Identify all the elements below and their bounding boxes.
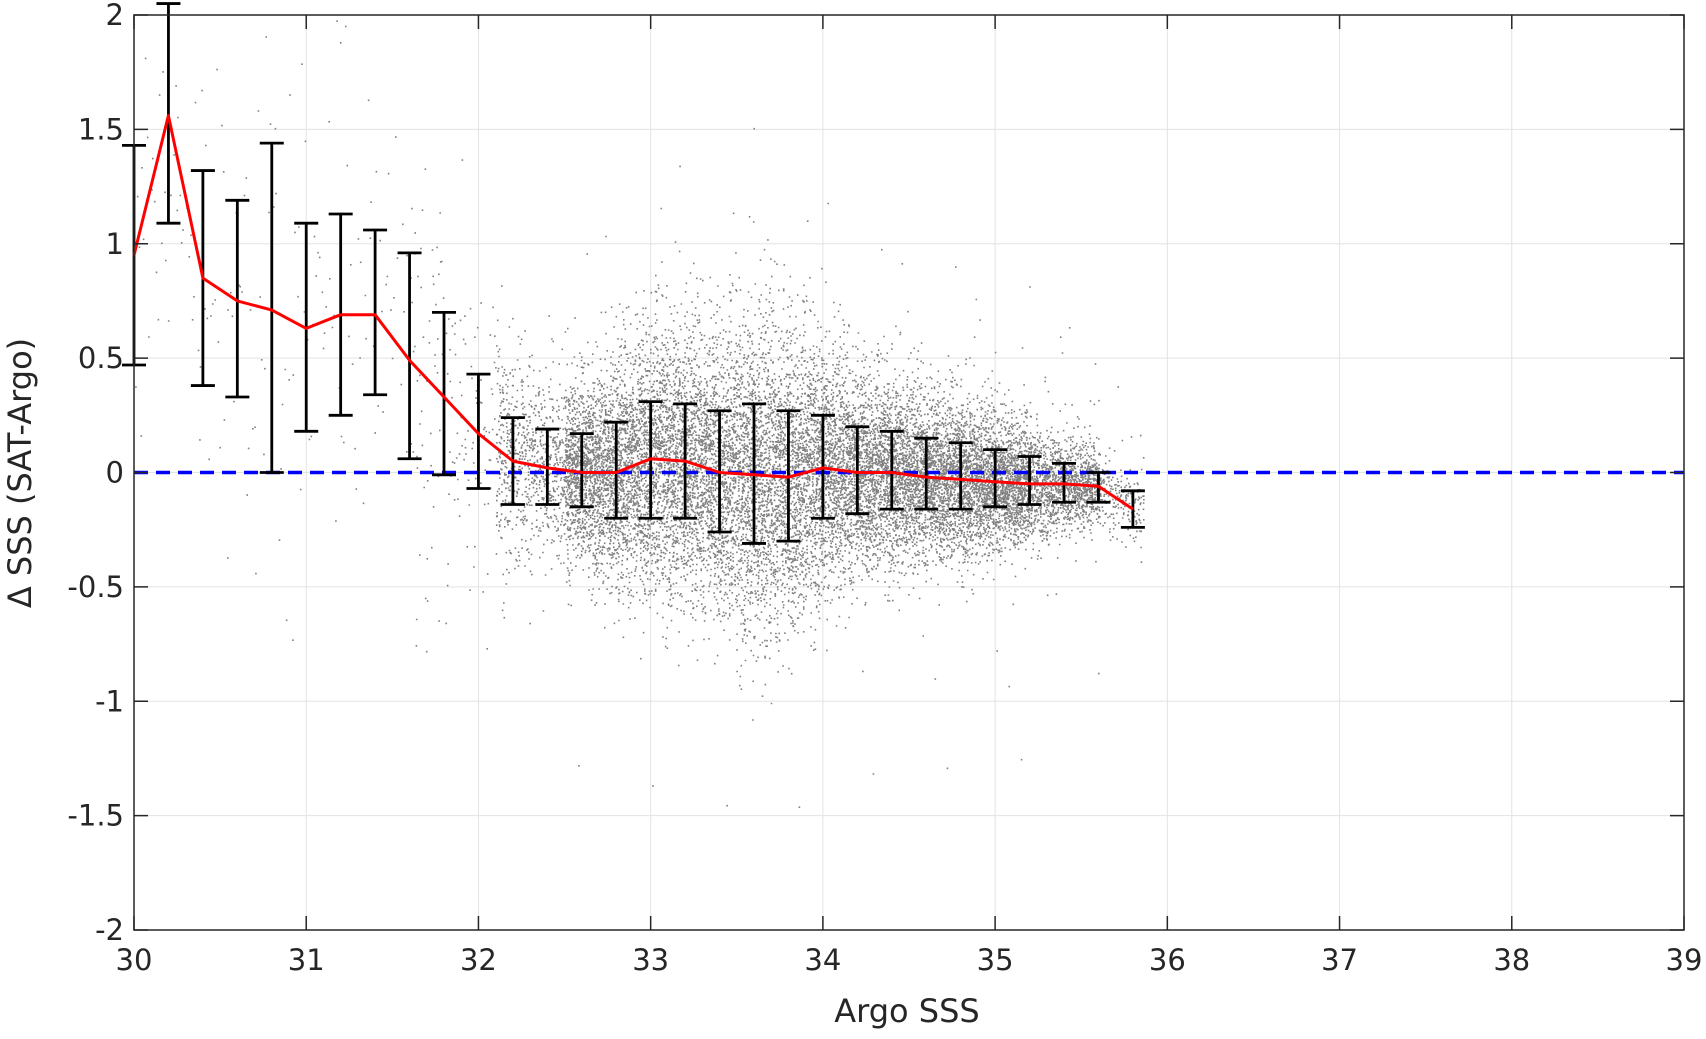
y-tick-label: 1.5 <box>78 112 124 146</box>
x-tick-label: 39 <box>1666 943 1703 977</box>
x-tick-label: 30 <box>116 943 153 977</box>
axes <box>133 14 1685 931</box>
error-bar <box>363 228 388 397</box>
error-bar <box>259 141 284 474</box>
error-bar <box>1017 455 1042 506</box>
y-axis-title: Δ SSS (SAT-Argo) <box>1 338 39 608</box>
y-tick-label: 2 <box>106 0 124 32</box>
x-tick-label: 31 <box>288 943 325 977</box>
x-tick-label: 36 <box>1149 943 1186 977</box>
y-tick-label: -1.5 <box>67 799 124 833</box>
error-bar <box>432 310 456 477</box>
error-bar <box>225 198 250 399</box>
y-tick-label: -0.5 <box>67 570 124 604</box>
y-tick-label: 0 <box>106 456 124 490</box>
error-bar <box>604 420 629 520</box>
error-bar <box>948 441 973 511</box>
error-bar <box>397 251 422 461</box>
x-tick-label: 35 <box>977 943 1014 977</box>
x-tick-labels: 30 31 32 33 34 35 36 37 38 39 <box>116 943 1703 977</box>
x-tick-label: 38 <box>1493 943 1530 977</box>
mean-line <box>132 114 1134 511</box>
error-bar <box>569 432 594 509</box>
y-tick-label: -1 <box>95 684 124 718</box>
y-tick-label: 1 <box>106 227 124 261</box>
error-bar <box>466 372 491 490</box>
x-tick-label: 32 <box>460 943 497 977</box>
x-tick-label: 37 <box>1321 943 1358 977</box>
x-tick-label: 33 <box>632 943 669 977</box>
scatter-cloud <box>135 20 1145 808</box>
binned-mean-line <box>132 114 1134 511</box>
y-tick-label: 0.5 <box>78 341 124 375</box>
error-bar <box>879 429 904 511</box>
x-tick-label: 34 <box>804 943 841 977</box>
y-tick-labels: -2 -1.5 -1 -0.5 0 0.5 1 1.5 2 <box>67 0 124 947</box>
error-bar <box>156 2 181 225</box>
y-tick-label: -2 <box>95 913 124 947</box>
error-bar <box>845 425 870 516</box>
error-bar <box>914 436 939 511</box>
scatter-points <box>135 20 1145 808</box>
error-bar <box>983 448 1008 509</box>
x-axis-title: Argo SSS <box>834 992 979 1030</box>
